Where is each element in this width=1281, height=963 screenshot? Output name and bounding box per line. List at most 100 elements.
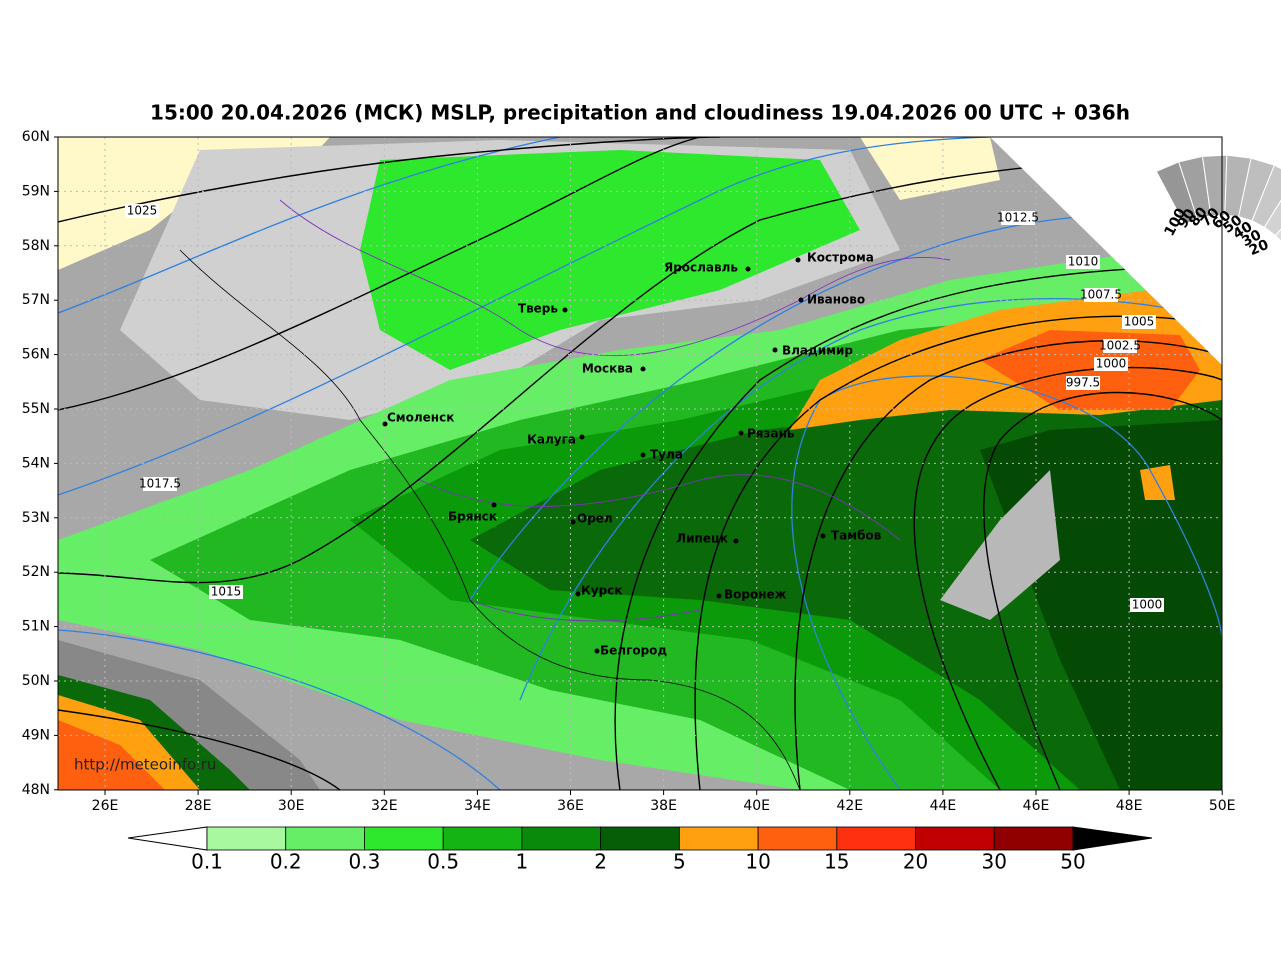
- city-label: Смоленск: [387, 411, 454, 425]
- lon-label: 26E: [92, 798, 119, 814]
- city-label: Калуга: [527, 433, 576, 447]
- isobar-label: 1000: [1132, 598, 1163, 612]
- city-label: Москва: [582, 362, 633, 376]
- isobar-label-bg: [1122, 315, 1156, 329]
- cloud-scale-label: 20: [1247, 237, 1271, 259]
- isobar-label-bg: [1094, 357, 1128, 371]
- lon-label: 30E: [278, 798, 305, 814]
- lon-label: 38E: [650, 798, 677, 814]
- city-dot: [640, 452, 646, 458]
- city-label: Тамбов: [831, 529, 882, 543]
- city-label: Курск: [581, 584, 622, 598]
- colorbar-label: 0.3: [349, 850, 381, 874]
- isobar-label-bg: [1066, 255, 1100, 269]
- isobar-label: 1025: [127, 204, 158, 218]
- lat-label: 53N: [22, 510, 50, 526]
- isobar-label: 1015: [211, 585, 242, 599]
- isobar-label: 1017.5: [139, 477, 181, 491]
- colorbar-max: [1072, 826, 1153, 851]
- city-dot: [733, 538, 739, 544]
- lat-label: 59N: [22, 183, 50, 199]
- lat-label: 60N: [22, 129, 50, 145]
- cloud-hole: [940, 470, 1060, 620]
- lat-label: 51N: [22, 619, 50, 635]
- lon-label: 32E: [371, 798, 398, 814]
- city-label: Ярославль: [664, 261, 738, 275]
- lat-label: 48N: [22, 782, 50, 798]
- city-label: Липецк: [676, 532, 728, 546]
- city-dot: [820, 533, 826, 539]
- colorbar-label: 0.2: [270, 850, 302, 874]
- city-dot: [382, 421, 388, 427]
- colorbar-label: 20: [903, 850, 928, 874]
- lon-label: 36E: [557, 798, 584, 814]
- lon-label: 44E: [930, 798, 957, 814]
- isobar-label: 997.5: [1066, 376, 1100, 390]
- colorbar-segment: [600, 826, 680, 851]
- city-label: Владимир: [782, 344, 853, 358]
- lat-label: 54N: [22, 455, 50, 471]
- city-label: Тверь: [518, 302, 559, 316]
- country-borders: [179, 249, 801, 790]
- city-dot: [795, 257, 801, 263]
- lon-label: 48E: [1116, 798, 1143, 814]
- city-label: Орел: [577, 512, 613, 526]
- colorbar-label: 50: [1060, 850, 1085, 874]
- colorbar-label: 15: [824, 850, 849, 874]
- lat-label: 56N: [22, 347, 50, 363]
- source-url: http://meteoinfo.ru: [74, 756, 216, 774]
- colorbar-segment: [678, 826, 759, 851]
- isobar-label: 1007.5: [1080, 288, 1122, 302]
- colorbar-segment: [757, 826, 838, 851]
- city-dot: [575, 591, 581, 597]
- lat-label: 55N: [22, 401, 50, 417]
- city-dot: [570, 519, 576, 525]
- lon-label: 28E: [185, 798, 212, 814]
- borders: [279, 199, 951, 622]
- lon-label: 34E: [464, 798, 491, 814]
- cloud-scale-wedge: [1263, 199, 1281, 237]
- colorbar-segment: [442, 826, 523, 851]
- colorbar-segment: [521, 826, 602, 851]
- city-label: Тула: [650, 448, 683, 462]
- city-label: Белгород: [600, 644, 667, 658]
- city-label: Иваново: [807, 293, 865, 307]
- precip-15: [58, 720, 165, 790]
- lat-label: 50N: [22, 673, 50, 689]
- isobar-label-bg: [1130, 598, 1164, 612]
- isobar-label: 1000: [1096, 357, 1127, 371]
- city-dot: [579, 434, 585, 440]
- city-dot: [562, 307, 568, 313]
- city-dot: [640, 366, 646, 372]
- lon-label: 42E: [836, 798, 863, 814]
- colorbar: 0.1 0.2 0.3 0.5 1 2 5 10 15 20 30 50: [127, 826, 1153, 874]
- cloud-scale-label: 30: [1239, 227, 1264, 250]
- isobar-label: 1012.5: [997, 211, 1039, 225]
- colorbar-segment: [915, 826, 995, 851]
- isobar-label: 1005: [1124, 315, 1155, 329]
- title: 15:00 20.04.2026 (МСК) MSLP, precipitati…: [150, 101, 1130, 125]
- cloud-scale-wedge: [1274, 228, 1281, 243]
- isobar-label: 1010: [1068, 255, 1099, 269]
- lat-label: 57N: [22, 292, 50, 308]
- city-dot: [491, 502, 497, 508]
- city-label: Воронеж: [724, 588, 787, 602]
- isobar-label-bg: [1001, 211, 1035, 225]
- colorbar-segment: [836, 826, 916, 851]
- city-dot: [798, 297, 804, 303]
- clear-zone: [860, 137, 1000, 200]
- legend-cutout: [990, 137, 1222, 365]
- precip-0.3: [360, 150, 860, 370]
- city-dot: [745, 266, 751, 272]
- isobar-label-bg: [143, 477, 177, 491]
- lat-label: 58N: [22, 238, 50, 254]
- city-dot: [594, 648, 600, 654]
- city-dot: [738, 430, 744, 436]
- lon-label: 46E: [1023, 798, 1050, 814]
- colorbar-segment: [206, 826, 287, 851]
- isobar-label: 1002.5: [1099, 339, 1141, 353]
- colorbar-label: 5: [673, 850, 686, 874]
- city-label: Рязань: [747, 427, 795, 441]
